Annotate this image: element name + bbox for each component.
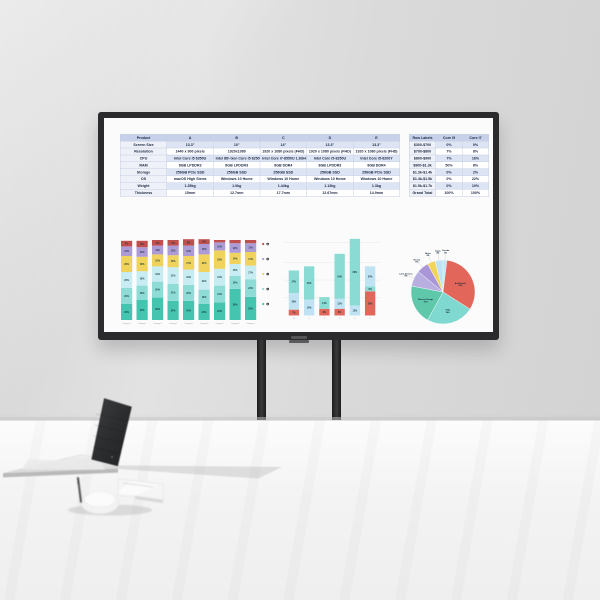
svg-text:8%: 8% xyxy=(404,276,407,278)
svg-text:24%: 24% xyxy=(186,309,191,312)
svg-text:7%: 7% xyxy=(156,243,159,245)
svg-text:4%: 4% xyxy=(426,254,429,257)
svg-text:28%: 28% xyxy=(155,309,160,311)
svg-text:12%: 12% xyxy=(140,252,145,254)
svg-text:6%: 6% xyxy=(415,262,418,264)
svg-text:20%: 20% xyxy=(124,264,129,266)
svg-text:Category 4: Category 4 xyxy=(169,322,177,325)
svg-text:22%: 22% xyxy=(202,263,207,265)
svg-text:14%: 14% xyxy=(322,302,327,305)
svg-text:20%: 20% xyxy=(124,312,129,314)
svg-text:20%: 20% xyxy=(124,280,129,282)
svg-text:4%: 4% xyxy=(436,252,439,255)
svg-text:11%: 11% xyxy=(155,250,159,252)
svg-text:17%: 17% xyxy=(248,272,253,274)
svg-text:12%: 12% xyxy=(337,304,342,306)
svg-text:22%: 22% xyxy=(248,288,253,290)
svg-text:24%: 24% xyxy=(368,275,373,278)
svg-text:22%: 22% xyxy=(217,311,222,313)
svg-text:D: D xyxy=(339,318,341,320)
svg-text:8%: 8% xyxy=(338,312,341,314)
svg-text:27%: 27% xyxy=(292,282,297,284)
svg-text:20%: 20% xyxy=(202,312,207,314)
svg-text:23%: 23% xyxy=(217,260,222,262)
svg-text:12%: 12% xyxy=(353,310,358,312)
svg-text:21%: 21% xyxy=(217,277,222,279)
svg-text:6%: 6% xyxy=(202,242,205,244)
svg-text:F: F xyxy=(370,318,372,320)
svg-text:18%: 18% xyxy=(202,297,207,299)
svg-text:Category 9: Category 9 xyxy=(246,322,254,325)
svg-text:20%: 20% xyxy=(155,290,160,292)
svg-text:2%: 2% xyxy=(444,252,447,254)
svg-text:7%: 7% xyxy=(125,244,128,246)
svg-text:Category 1: Category 1 xyxy=(122,322,130,325)
svg-text:10%: 10% xyxy=(217,246,222,248)
svg-text:7%: 7% xyxy=(171,243,174,245)
svg-text:15%: 15% xyxy=(171,261,176,263)
svg-text:24%: 24% xyxy=(171,309,176,312)
svg-text:14%: 14% xyxy=(233,257,238,260)
svg-text:19%: 19% xyxy=(307,308,312,310)
svg-text:Category 8: Category 8 xyxy=(231,322,239,325)
svg-text:12%: 12% xyxy=(171,250,176,252)
svg-text:20%: 20% xyxy=(292,301,297,303)
svg-text:22%: 22% xyxy=(202,281,207,283)
svg-text:20%: 20% xyxy=(424,301,428,303)
svg-text:19%: 19% xyxy=(186,277,191,279)
svg-text:13%: 13% xyxy=(186,251,191,253)
svg-text:21%: 21% xyxy=(217,294,222,296)
svg-text:Category 3: Category 3 xyxy=(153,322,161,325)
svg-text:8%: 8% xyxy=(323,312,326,314)
svg-text:Category 6: Category 6 xyxy=(200,322,208,325)
svg-text:C: C xyxy=(324,318,326,320)
svg-text:E: E xyxy=(354,318,356,320)
svg-text:32%: 32% xyxy=(458,285,462,287)
svg-text:29%: 29% xyxy=(248,308,253,310)
svg-text:24%: 24% xyxy=(446,311,450,314)
svg-text:20%: 20% xyxy=(186,293,191,295)
svg-text:29%: 29% xyxy=(368,303,373,305)
svg-text:21%: 21% xyxy=(171,292,176,294)
svg-text:20%: 20% xyxy=(124,296,129,298)
svg-text:18%: 18% xyxy=(140,293,145,295)
svg-text:15%: 15% xyxy=(233,270,238,272)
svg-text:7%: 7% xyxy=(292,313,295,315)
svg-text:54%: 54% xyxy=(337,275,342,278)
svg-text:25%: 25% xyxy=(140,310,145,312)
svg-text:39%: 39% xyxy=(233,304,238,306)
svg-text:15%: 15% xyxy=(155,260,160,262)
svg-text:19%: 19% xyxy=(155,274,160,276)
svg-text:18%: 18% xyxy=(140,278,145,280)
svg-text:80%: 80% xyxy=(353,272,358,274)
svg-text:13%: 13% xyxy=(202,249,207,251)
svg-text:Category 7: Category 7 xyxy=(215,322,223,325)
svg-text:17%: 17% xyxy=(248,259,253,261)
svg-text:12%: 12% xyxy=(124,251,129,253)
svg-text:16%: 16% xyxy=(233,282,238,284)
svg-text:12%: 12% xyxy=(233,248,238,250)
svg-text:Category 5: Category 5 xyxy=(184,322,192,325)
svg-text:11%: 11% xyxy=(248,248,252,250)
svg-text:17%: 17% xyxy=(186,263,191,265)
svg-text:8%: 8% xyxy=(187,242,190,244)
svg-text:A: A xyxy=(293,317,295,320)
svg-text:18%: 18% xyxy=(140,264,145,266)
svg-text:Category 2: Category 2 xyxy=(138,322,146,325)
svg-text:B: B xyxy=(309,318,311,320)
svg-text:40%: 40% xyxy=(307,282,312,285)
svg-text:21%: 21% xyxy=(171,276,176,278)
svg-text:6%: 6% xyxy=(368,289,371,291)
svg-text:8%: 8% xyxy=(140,244,143,246)
